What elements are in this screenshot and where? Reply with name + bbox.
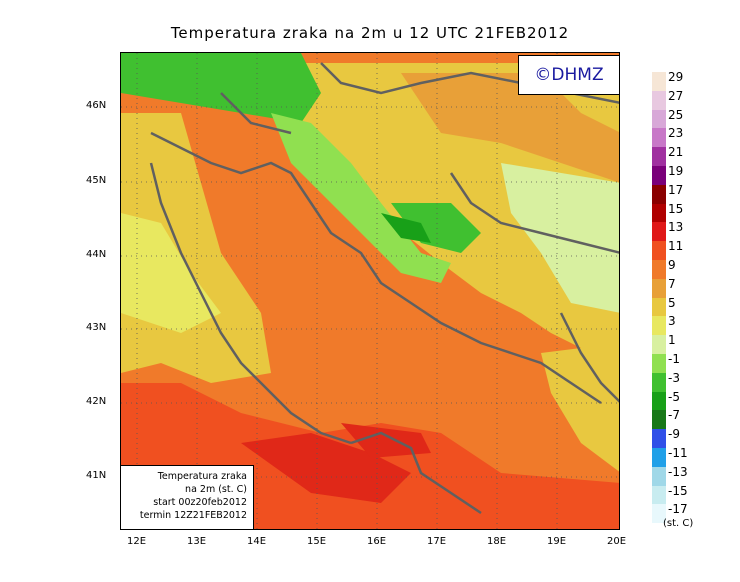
legend-swatch bbox=[652, 410, 666, 430]
border-alps bbox=[220, 92, 292, 135]
legend-swatch bbox=[652, 166, 666, 185]
lon-label: 18E bbox=[487, 536, 507, 547]
legend-label: -5 bbox=[668, 389, 680, 404]
legend-label: 21 bbox=[668, 145, 684, 160]
lon-label: 15E bbox=[307, 536, 327, 547]
legend-swatch bbox=[652, 485, 666, 505]
lon-label: 14E bbox=[247, 536, 267, 547]
legend-label: -1 bbox=[668, 352, 680, 366]
legend-label: 29 bbox=[668, 70, 684, 84]
info-line: start 00z20feb2012 bbox=[153, 497, 247, 508]
lon-label: 13E bbox=[187, 536, 207, 547]
lon-label: 17E bbox=[427, 536, 447, 547]
lon-label: 20E bbox=[607, 536, 627, 547]
lon-label: 16E bbox=[367, 536, 387, 547]
legend-label: -13 bbox=[668, 464, 688, 479]
lat-label: 42N bbox=[86, 396, 107, 407]
legend-swatch bbox=[652, 466, 666, 486]
pannonia-warm bbox=[401, 73, 619, 183]
legend-swatch bbox=[652, 184, 666, 204]
legend-label: -15 bbox=[668, 483, 688, 498]
lat-label: 43N bbox=[86, 322, 107, 333]
legend-swatch bbox=[652, 391, 666, 411]
temperature-field bbox=[121, 53, 619, 529]
border-south bbox=[559, 312, 619, 403]
west-adriatic-coast bbox=[149, 162, 352, 445]
lat-label: 45N bbox=[86, 175, 107, 186]
legend-label: -11 bbox=[668, 446, 688, 460]
legend-label: 27 bbox=[668, 88, 684, 103]
gargano-coast bbox=[350, 431, 482, 515]
lon-label: 19E bbox=[547, 536, 567, 547]
legend-swatch bbox=[652, 354, 666, 373]
legend-label: 9 bbox=[668, 258, 676, 272]
temperature-map: ©DHMZ Temperatura zraka na 2m (st. C) st… bbox=[120, 52, 620, 530]
info-box: Temperatura zraka na 2m (st. C) start 00… bbox=[121, 465, 254, 529]
legend-swatch bbox=[652, 335, 666, 355]
lat-label: 44N bbox=[86, 249, 107, 260]
east-adriatic-coast bbox=[150, 131, 602, 405]
legend-label: 7 bbox=[668, 276, 676, 291]
border-bosnia bbox=[449, 172, 619, 254]
legend-label: -9 bbox=[668, 427, 680, 442]
legend-label: -17 bbox=[668, 502, 688, 517]
velebit-core bbox=[381, 213, 431, 243]
legend-swatch bbox=[652, 72, 666, 91]
legend-swatch bbox=[652, 448, 666, 467]
legend-swatch bbox=[652, 316, 666, 336]
legend-label: 19 bbox=[668, 164, 684, 178]
legend-swatch bbox=[652, 372, 666, 392]
legend-unit: (st. C) bbox=[663, 518, 694, 529]
velebit-cold bbox=[391, 203, 481, 253]
legend-label: 13 bbox=[668, 220, 684, 235]
legend-swatch bbox=[652, 147, 666, 167]
legend-swatch bbox=[652, 278, 666, 298]
legend-swatch bbox=[652, 297, 666, 317]
legend-label: -3 bbox=[668, 370, 680, 385]
graticule bbox=[121, 53, 619, 529]
legend-swatch bbox=[652, 504, 666, 524]
legend-label: 3 bbox=[668, 314, 676, 329]
legend-swatch bbox=[652, 109, 666, 129]
lon-label: 12E bbox=[127, 536, 147, 547]
legend-label: 5 bbox=[668, 295, 676, 310]
map-title: Temperatura zraka na 2m u 12 UTC 21FEB20… bbox=[170, 24, 570, 42]
info-line: na 2m (st. C) bbox=[185, 484, 247, 495]
hot-zone bbox=[341, 423, 431, 458]
legend-label: 17 bbox=[668, 182, 684, 197]
legend-swatch bbox=[652, 203, 666, 223]
legend-label: 25 bbox=[668, 107, 684, 122]
legend-swatch bbox=[652, 222, 666, 242]
legend-label: 1 bbox=[668, 333, 676, 348]
italy-cool bbox=[121, 213, 221, 333]
copyright-label: ©DHMZ bbox=[518, 55, 619, 95]
legend-swatch bbox=[652, 429, 666, 449]
legend-label: 11 bbox=[668, 239, 684, 254]
central-adriatic bbox=[261, 253, 451, 403]
legend-label: 23 bbox=[668, 126, 684, 141]
hot-zone bbox=[241, 433, 411, 503]
legend-label: -7 bbox=[668, 408, 680, 423]
legend-swatch bbox=[652, 241, 666, 261]
lat-label: 41N bbox=[86, 470, 107, 481]
legend-swatch bbox=[652, 128, 666, 148]
info-line: termin 12Z21FEB2012 bbox=[139, 510, 247, 521]
alps-cold bbox=[121, 53, 321, 123]
legend-swatch bbox=[652, 90, 666, 110]
info-line: Temperatura zraka bbox=[157, 471, 247, 482]
lat-label: 46N bbox=[86, 100, 107, 111]
legend-label: 15 bbox=[668, 201, 684, 216]
dinaric-cool bbox=[271, 113, 451, 283]
legend-swatch bbox=[652, 260, 666, 279]
